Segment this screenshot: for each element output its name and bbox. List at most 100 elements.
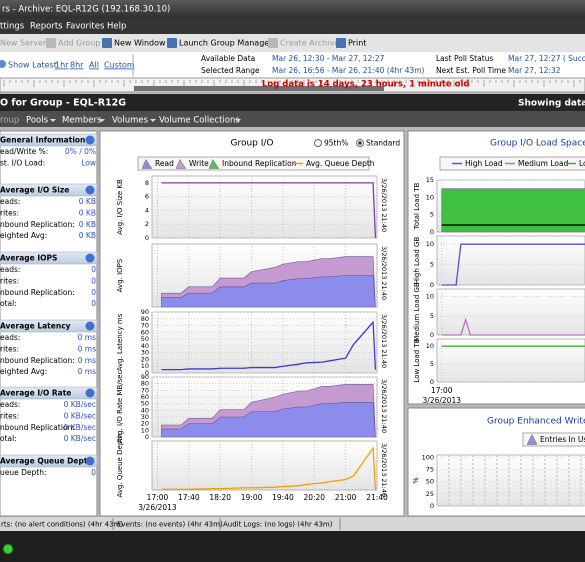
section-title: Average IOPS — [0, 254, 57, 263]
x-axis-date: 3/26/2013 — [138, 503, 177, 512]
menu-item[interactable]: Reports — [30, 22, 63, 32]
toolbar-button[interactable]: Print — [348, 39, 366, 48]
help-icon[interactable] — [85, 135, 95, 145]
toolbar-button[interactable]: New Server — [0, 39, 47, 48]
section-title: Average Queue Depth — [0, 457, 93, 466]
y-tick-label: 10 — [141, 426, 149, 434]
y-axis-label: Medium Load GB — [413, 282, 421, 342]
metric-value: 0 KB/sec — [64, 400, 96, 409]
toolbar-button[interactable]: Add Group — [58, 39, 100, 48]
range-link[interactable]: 1hr — [55, 61, 69, 70]
y-axis-label: % — [412, 477, 420, 484]
line-series — [161, 446, 377, 491]
help-icon[interactable] — [85, 185, 95, 195]
legend-label: Read — [155, 159, 174, 168]
y-tick-label: 100 — [422, 453, 434, 461]
help-icon[interactable] — [85, 456, 95, 466]
y-tick-label: 90 — [141, 308, 149, 316]
menu-item[interactable]: ttings — [0, 22, 25, 32]
metric-value: 0% / 0% — [65, 147, 96, 156]
section-title: Average Latency — [0, 322, 71, 331]
y-axis-label: Avg. I/O Rate MB/sec — [116, 370, 124, 443]
section-title: Average I/O Size — [0, 186, 69, 195]
plot-area — [151, 440, 378, 491]
radio-button[interactable] — [314, 139, 322, 147]
x-tick-label: 19:00 — [241, 493, 263, 502]
nav-item[interactable]: Members — [62, 116, 102, 126]
toolbar — [0, 34, 585, 52]
timestamp: 3/26/2013 21:40 — [380, 314, 388, 368]
label: Next Est. Poll Time — [436, 66, 506, 75]
label: Mar 26, 16:56 - Mar 26, 21:40 (4hr 43m) — [272, 66, 425, 75]
y-tick-label: 0 — [430, 378, 434, 386]
area-series — [161, 256, 376, 308]
y-axis-label: Avg. Queue Depth — [116, 434, 124, 498]
metric-label: st. I/O Load: — [0, 158, 45, 167]
page-title: O for Group - EQL-R12G — [0, 98, 126, 109]
help-icon[interactable] — [85, 388, 95, 398]
y-tick-label: 30 — [141, 349, 149, 357]
y-tick-label: 8 — [145, 179, 149, 187]
nav-item[interactable]: roup — [0, 116, 19, 126]
toolbar-button[interactable]: Create Archive — [280, 39, 339, 48]
status-item[interactable]: rts: (no alert conditions) (4hr 43m) — [1, 521, 123, 529]
section-title: Average I/O Rate — [0, 389, 71, 398]
y-tick-label: 15 — [426, 176, 434, 184]
metric-label: eads: — [0, 333, 20, 342]
y-axis-label: Avg. I/O Size KB — [116, 179, 124, 235]
y-tick-label: 50 — [426, 478, 434, 486]
menu-item[interactable]: Help — [107, 22, 126, 32]
metric-value: 0 KB — [79, 208, 96, 217]
metric-label: rites: — [0, 276, 19, 285]
legend — [522, 432, 585, 447]
radio-dot — [358, 141, 362, 145]
metric-value: 0 KB/sec — [64, 423, 96, 432]
y-tick-label: 50 — [141, 335, 149, 343]
help-icon[interactable] — [85, 253, 95, 263]
range-link[interactable]: 8hr — [70, 61, 84, 70]
legend-swatch — [526, 433, 538, 445]
label: Last Poll Status — [436, 54, 493, 63]
y-tick-label: 70 — [141, 386, 149, 394]
link[interactable]: Show Latest — [8, 61, 57, 70]
metric-value: 0 — [91, 276, 96, 285]
range-link[interactable]: All — [89, 61, 99, 70]
y-tick-label: 4 — [145, 206, 149, 214]
y-tick-label: 80 — [141, 315, 149, 323]
toolbar-button[interactable]: New Window — [114, 39, 166, 48]
section-header — [0, 251, 98, 265]
help-icon[interactable] — [85, 321, 95, 331]
radio-label[interactable]: Standard — [366, 139, 400, 148]
legend-label: Avg. Queue Depth — [306, 159, 375, 168]
menu-item[interactable]: Favorites — [66, 22, 105, 32]
radio-label[interactable]: 95th% — [324, 139, 348, 148]
dropdown-arrow — [235, 119, 241, 122]
nav-item[interactable]: Pools — [26, 116, 49, 126]
metric-value: 0 KB — [79, 197, 96, 206]
metric-label: nbound Replication: — [0, 220, 75, 229]
dropdown-arrow — [150, 119, 156, 122]
section-title: General Information — [0, 136, 85, 145]
nav-item[interactable]: Volumes — [112, 116, 149, 126]
y-tick-label: 90 — [141, 373, 149, 381]
y-tick-label: 30 — [141, 413, 149, 421]
area-series — [161, 384, 376, 438]
x-tick-label: 17:00 — [147, 493, 169, 502]
y-tick-label: 20 — [141, 420, 149, 428]
line-series — [161, 320, 377, 371]
nav-item[interactable]: Volume Collections — [159, 116, 240, 126]
status-item[interactable]: Events: (no events) (4hr 43m) — [117, 521, 223, 529]
section-header — [0, 319, 98, 333]
timestamp: 3/26/2013 21:40 — [380, 178, 388, 232]
metric-value: 0 KB/sec — [64, 434, 96, 443]
label: Mar 27, 12:32 — [508, 66, 561, 75]
y-tick-label: 10 — [426, 240, 434, 248]
metric-label: eads: — [0, 265, 20, 274]
metric-label: eighted Avg: — [0, 367, 47, 376]
line-series — [161, 182, 377, 239]
range-link[interactable]: Custom — [104, 61, 135, 70]
toolbar-button[interactable]: Launch Group Manager — [179, 39, 273, 48]
menu-bar — [0, 18, 585, 34]
status-item[interactable]: Audit Logs: (no logs) (4hr 43m) — [223, 521, 333, 529]
